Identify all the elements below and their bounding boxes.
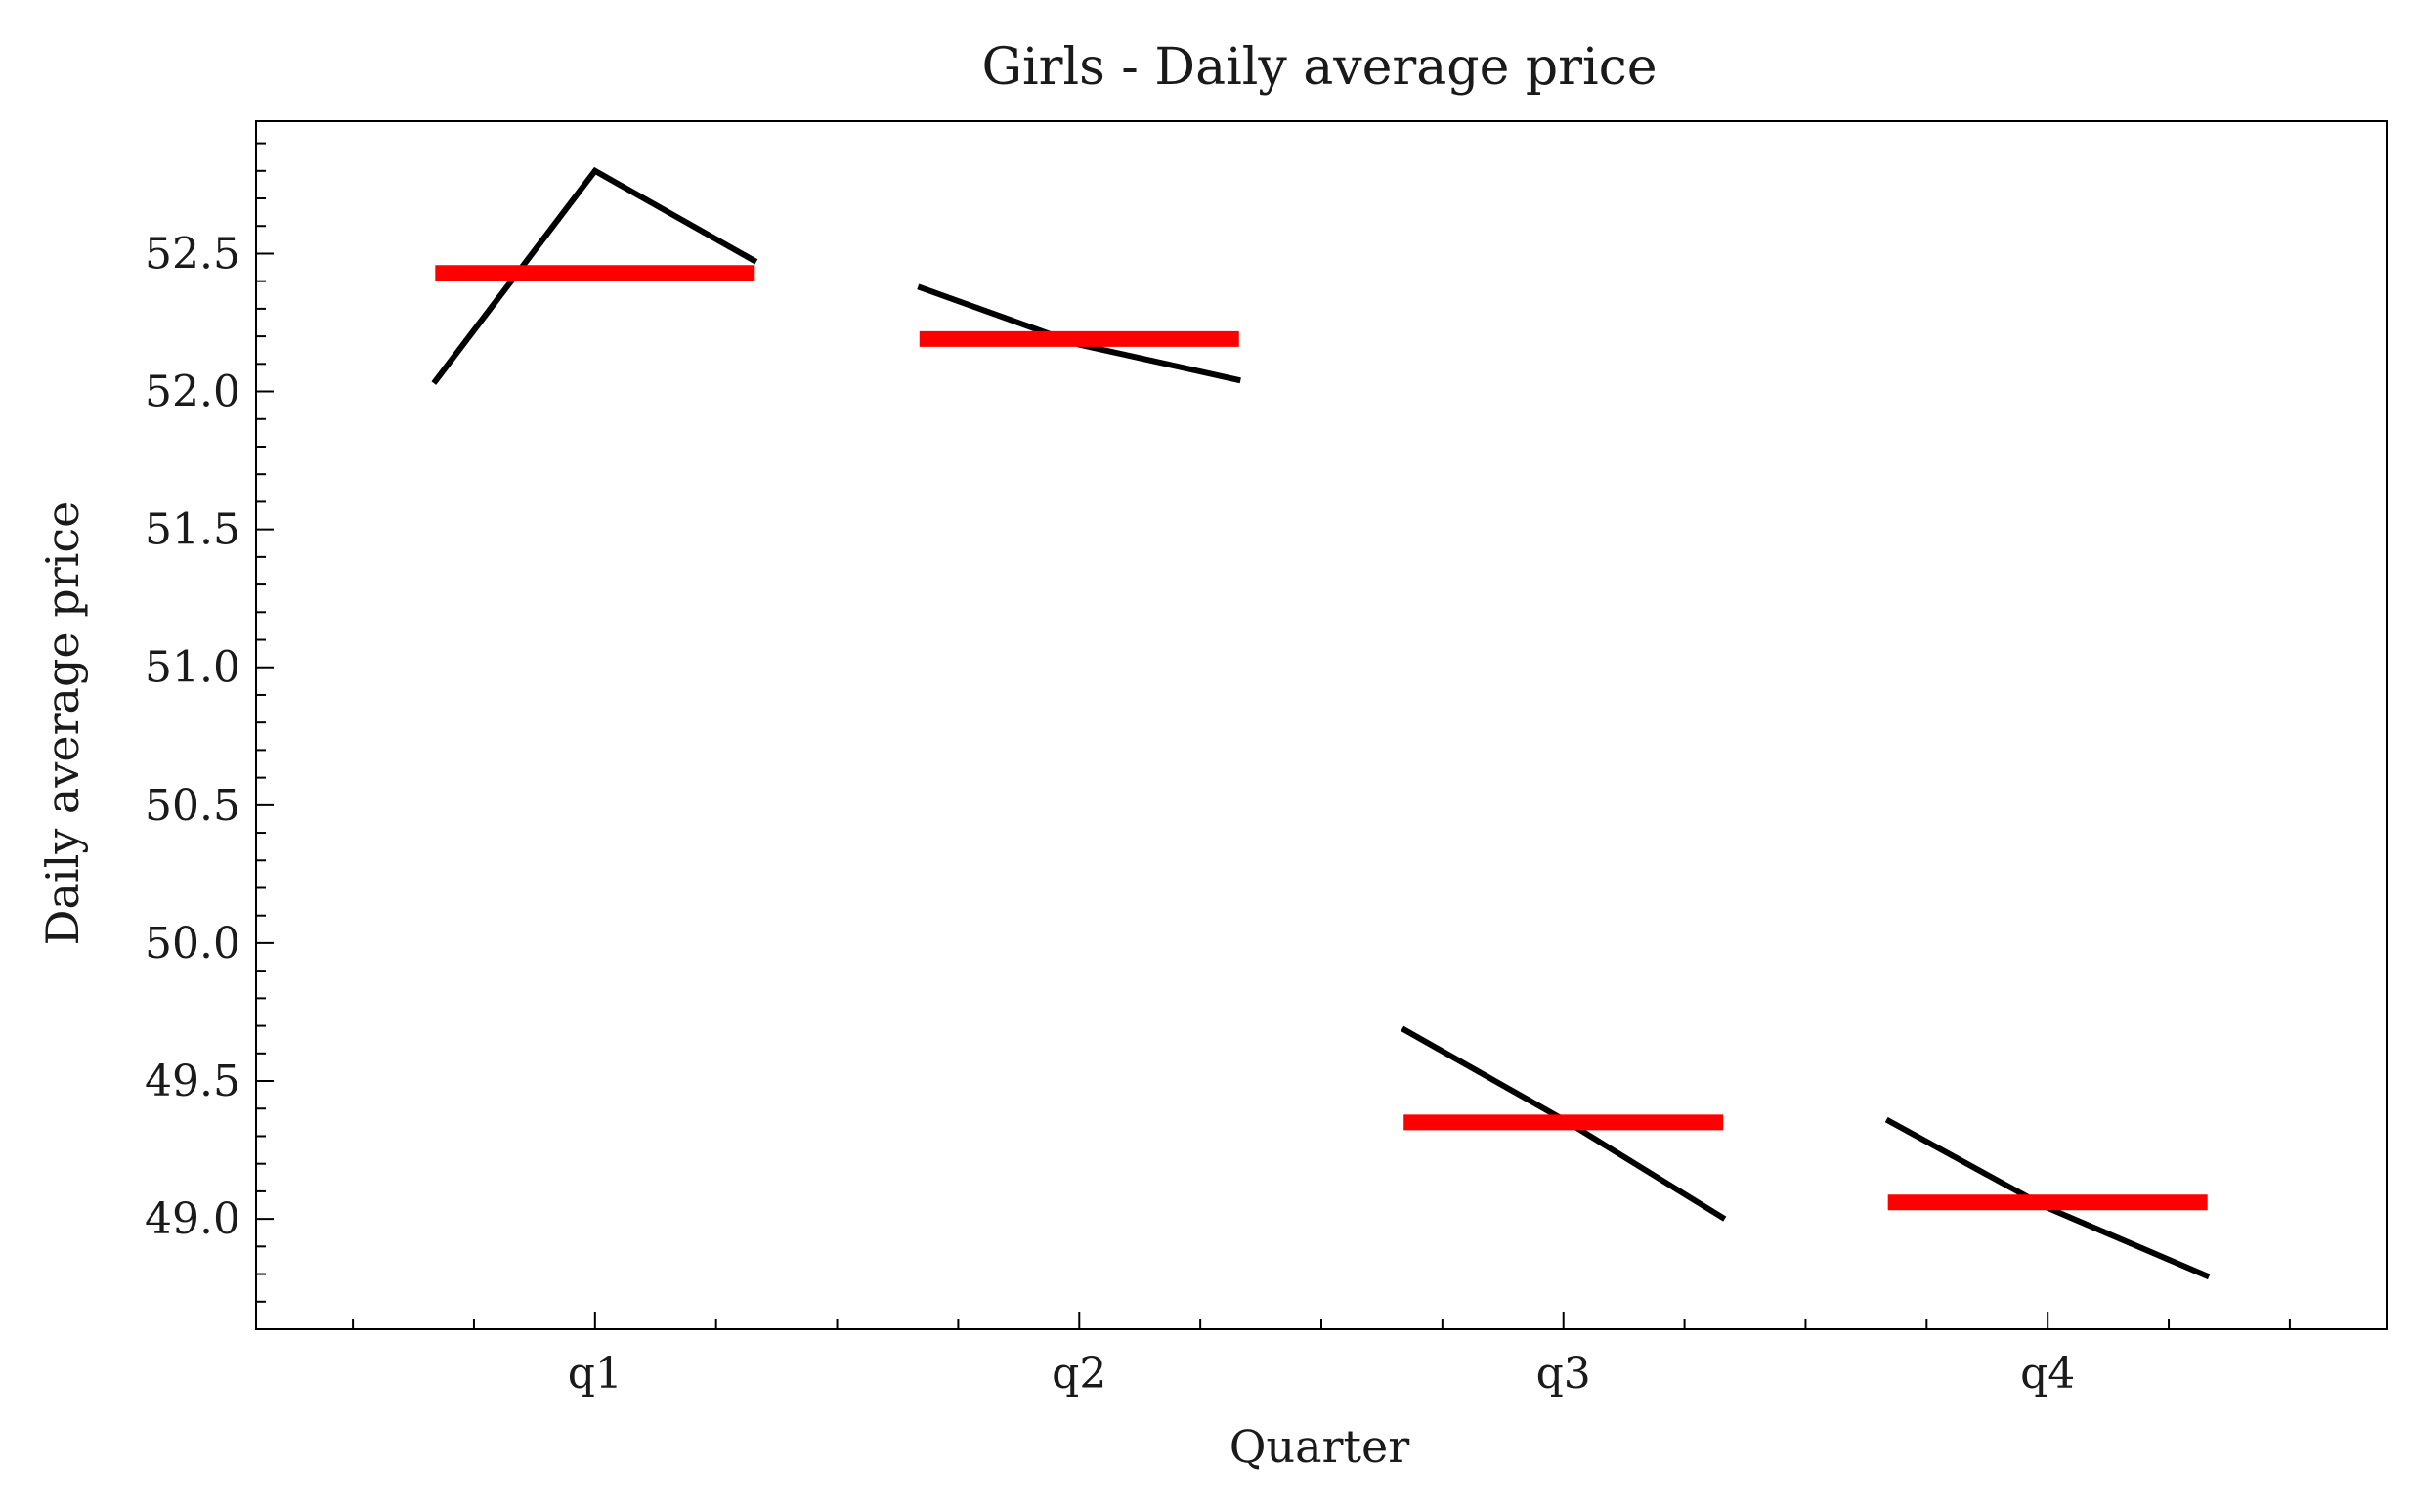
y-tick-label: 52.0 <box>145 367 240 417</box>
x-tick-label-q4: q4 <box>2020 1349 2075 1399</box>
plot-frame <box>255 120 2388 1330</box>
series-line-q1 <box>431 166 758 385</box>
y-tick-label: 51.5 <box>145 505 240 555</box>
x-tick-label-q1: q1 <box>568 1349 623 1399</box>
chart-title: Girls - Daily average price <box>981 38 1657 97</box>
y-tick-label: 52.5 <box>145 229 240 279</box>
y-tick-label: 49.5 <box>145 1057 240 1106</box>
x-tick-label-q2: q2 <box>1052 1349 1106 1399</box>
x-axis-label: Quarter <box>1229 1420 1409 1473</box>
y-tick-label: 51.0 <box>145 643 240 693</box>
y-tick-label: 49.0 <box>145 1194 240 1244</box>
y-axis-label: Daily average price <box>36 501 89 946</box>
y-tick-label: 50.0 <box>145 919 240 969</box>
x-tick-label-q3: q3 <box>1536 1349 1591 1399</box>
y-tick-label: 50.5 <box>145 781 240 831</box>
plot-area: 49.0 49.5 50.0 50.5 51.0 51.5 52.0 52.5 q1 q2 q3 q4 <box>145 120 2388 1399</box>
